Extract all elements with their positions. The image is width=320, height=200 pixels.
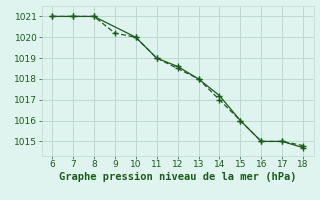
X-axis label: Graphe pression niveau de la mer (hPa): Graphe pression niveau de la mer (hPa) [59, 172, 296, 182]
